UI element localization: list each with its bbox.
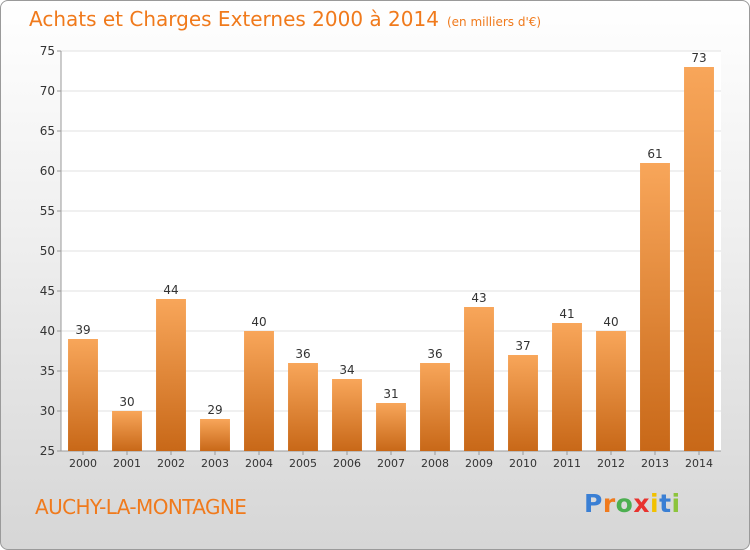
bar [464,307,494,451]
bar [684,67,714,451]
bar [68,339,98,451]
bar [508,355,538,451]
brand-letter: P [584,489,603,518]
brand-letter: i [650,489,660,518]
x-tick-label: 2011 [553,457,581,470]
bar [596,331,626,451]
x-tick-label: 2001 [113,457,141,470]
data-label: 40 [603,315,618,329]
x-tick-label: 2010 [509,457,537,470]
y-tick-label: 45 [40,284,55,298]
bar [640,163,670,451]
proxiti-logo: Proxiti [584,489,681,518]
chart-subtitle: (en milliers d'€) [446,15,542,29]
bar [332,379,362,451]
y-tick-label: 65 [40,124,55,138]
y-tick-label: 70 [40,84,55,98]
x-tick-label: 2000 [69,457,97,470]
bar [288,363,318,451]
y-tick-label: 60 [40,164,55,178]
bar [112,411,142,451]
x-tick-label: 2009 [465,457,493,470]
x-tick-label: 2007 [377,457,405,470]
brand-letter: o [615,489,634,518]
data-label: 40 [251,315,266,329]
x-tick-label: 2004 [245,457,273,470]
y-tick-label: 40 [40,324,55,338]
y-tick-label: 35 [40,364,55,378]
x-tick-label: 2002 [157,457,185,470]
x-tick-label: 2003 [201,457,229,470]
y-tick-label: 30 [40,404,55,418]
data-label: 41 [559,307,574,321]
y-tick-label: 25 [40,444,55,458]
data-label: 44 [163,283,178,297]
data-label: 36 [427,347,442,361]
bar [552,323,582,451]
x-tick-label: 2008 [421,457,449,470]
data-label: 61 [647,147,662,161]
bar [156,299,186,451]
bar [244,331,274,451]
data-label: 37 [515,339,530,353]
data-label: 36 [295,347,310,361]
y-tick-label: 75 [40,44,55,58]
brand-letter: x [633,489,650,518]
data-label: 73 [691,51,706,65]
x-tick-label: 2006 [333,457,361,470]
bar [200,419,230,451]
y-tick-label: 55 [40,204,55,218]
brand-letter: t [659,489,672,518]
brand-letter: r [602,489,616,518]
title-line: Achats et Charges Externes 2000 à 2014 (e… [29,7,541,31]
data-label: 43 [471,291,486,305]
data-label: 30 [119,395,134,409]
chart-title: Achats et Charges Externes 2000 à 2014 [29,7,439,31]
y-tick-label: 50 [40,244,55,258]
data-label: 34 [339,363,354,377]
bar [420,363,450,451]
x-tick-label: 2013 [641,457,669,470]
x-tick-label: 2014 [685,457,713,470]
data-label: 31 [383,387,398,401]
x-tick-label: 2005 [289,457,317,470]
bar [376,403,406,451]
commune-name: AUCHY-LA-MONTAGNE [35,495,247,519]
data-label: 29 [207,403,222,417]
x-tick-label: 2012 [597,457,625,470]
brand-letter: i [671,489,681,518]
data-label: 39 [75,323,90,337]
